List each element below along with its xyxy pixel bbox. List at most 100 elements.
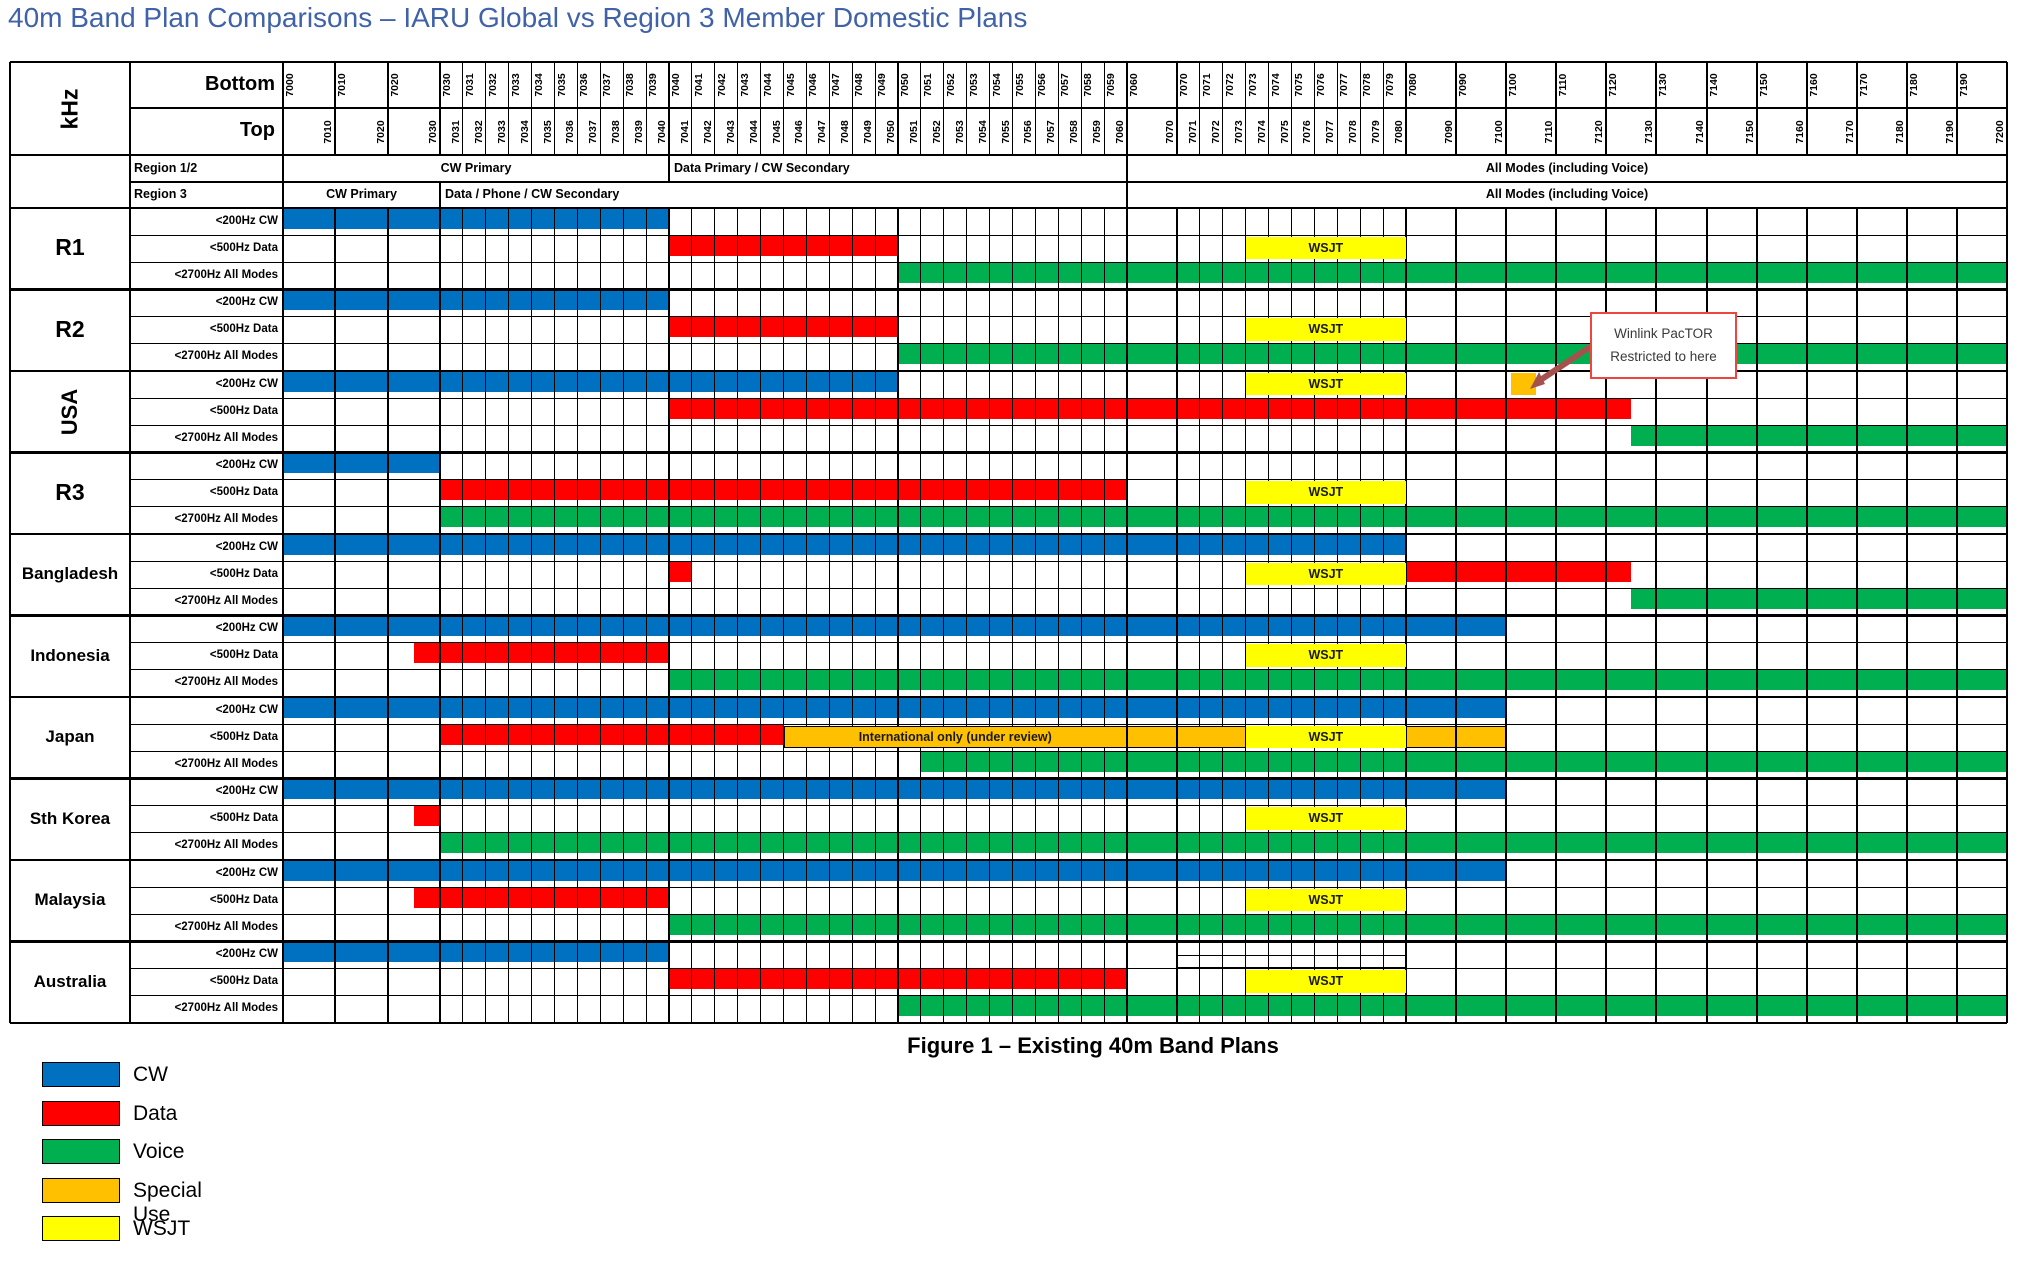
band-bar-cw — [283, 697, 1507, 718]
freq-tick-bottom: 7110 — [1557, 73, 1570, 97]
freq-tick-top: 7033 — [495, 119, 508, 144]
freq-tick-top: 7053 — [953, 119, 966, 144]
row-label: <200Hz CW — [215, 214, 278, 227]
band-bar-voice — [1631, 588, 2007, 609]
group-border — [10, 451, 2007, 454]
row-label: <200Hz CW — [215, 622, 278, 635]
band-bar-label-wsjt: WSJT — [1245, 888, 1406, 912]
page-title: 40m Band Plan Comparisons – IARU Global … — [8, 2, 1028, 33]
freq-tick-top: 7075 — [1278, 119, 1291, 144]
group-border — [10, 532, 2007, 536]
freq-tick-top: 7051 — [907, 119, 920, 144]
region-span: All Modes (including Voice) — [1485, 160, 1649, 175]
group-label-australia: Australia — [33, 971, 107, 991]
row-label: <500Hz Data — [209, 649, 278, 662]
freq-tick-top: 7150 — [1743, 119, 1756, 144]
band-bar-voice — [440, 507, 2007, 528]
header-split — [130, 107, 2007, 109]
freq-tick-bottom: 7140 — [1707, 73, 1720, 97]
group-label-japan: Japan — [45, 727, 95, 747]
band-bar-label-wsjt: WSJT — [1245, 807, 1406, 830]
row-label: <200Hz CW — [215, 540, 278, 553]
band-bar-label-wsjt: WSJT — [1245, 970, 1406, 993]
row-label: <200Hz CW — [215, 296, 278, 309]
freq-tick-bottom: 7053 — [967, 73, 980, 97]
band-bar-special — [1456, 725, 1507, 749]
header-bottom — [10, 154, 2007, 156]
band-bar-data — [413, 887, 669, 908]
freq-tick-top: 7078 — [1347, 119, 1360, 144]
group-border — [10, 1021, 2007, 1025]
region-span: CW Primary — [326, 187, 397, 201]
freq-tick-bottom: 7046 — [807, 73, 820, 97]
band-bar-special — [1177, 725, 1246, 749]
freq-tick-top: 7050 — [885, 119, 897, 144]
band-bar-cw — [283, 453, 440, 473]
freq-tick-top: 7037 — [587, 119, 600, 144]
freq-tick-bottom: 7049 — [876, 73, 889, 97]
freq-tick-bottom: 7180 — [1907, 73, 1920, 97]
freq-tick-bottom: 7048 — [853, 73, 866, 97]
header-bottom-label: Bottom — [205, 72, 275, 95]
group-label-r1: R1 — [55, 234, 85, 261]
row-label: <500Hz Data — [209, 730, 278, 743]
freq-tick-top: 7038 — [610, 119, 623, 144]
freq-tick-top: 7035 — [541, 119, 554, 144]
band-bar-data — [1406, 561, 1632, 582]
freq-tick-top: 7180 — [1893, 119, 1906, 144]
freq-tick-top: 7080 — [1393, 119, 1405, 144]
group-label-malaysia: Malaysia — [34, 890, 106, 910]
row-label: <200Hz CW — [215, 703, 278, 716]
row-label: <2700Hz All Modes — [174, 839, 278, 852]
freq-tick-bottom: 7037 — [601, 73, 614, 97]
band-bar-label-wsjt: WSJT — [1245, 481, 1406, 504]
freq-tick-top: 7190 — [1943, 119, 1956, 144]
annotation-box: Winlink PacTOR Restricted to here — [1590, 312, 1737, 379]
band-bar-voice — [1631, 425, 2007, 446]
group-border — [10, 777, 2007, 780]
freq-tick-bottom: 7071 — [1200, 73, 1213, 97]
freq-tick-bottom: 7072 — [1223, 73, 1236, 97]
band-bar-label-wsjt: WSJT — [1245, 236, 1406, 260]
grid-hline — [130, 587, 2007, 589]
table-border-top — [10, 60, 2007, 64]
band-bar-cw — [283, 371, 898, 392]
freq-tick-bottom: 7039 — [647, 73, 660, 97]
band-bar-data — [440, 724, 784, 745]
band-bar-label-wsjt: WSJT — [1245, 562, 1406, 586]
row-label: <500Hz Data — [209, 893, 278, 906]
freq-tick-bottom: 7074 — [1269, 73, 1282, 97]
freq-tick-top: 7044 — [747, 119, 760, 144]
row-label: <2700Hz All Modes — [174, 757, 278, 770]
freq-tick-top: 7077 — [1324, 119, 1337, 144]
grid-hline — [130, 506, 2007, 508]
row-label: <500Hz Data — [209, 567, 278, 580]
group-border — [10, 940, 2007, 943]
freq-tick-top: 7059 — [1091, 119, 1104, 144]
freq-tick-top: 7048 — [839, 119, 852, 144]
row-label: <500Hz Data — [209, 975, 278, 988]
legend-label-wsjt: WSJT — [133, 1217, 191, 1240]
band-bar-label-wsjt: WSJT — [1245, 318, 1406, 341]
freq-tick-top: 7040 — [656, 119, 668, 144]
freq-tick-bottom: 7057 — [1059, 73, 1072, 97]
region-bottom — [10, 206, 2007, 210]
band-bar-voice — [898, 262, 2007, 283]
region-span: CW Primary — [440, 160, 512, 175]
grid-hline — [130, 642, 2007, 644]
freq-tick-bottom: 7031 — [463, 73, 476, 97]
freq-tick-top: 7140 — [1693, 119, 1706, 144]
band-bar-special — [1511, 372, 1537, 395]
legend-label-voice: Voice — [133, 1140, 185, 1163]
legend-label-cw: CW — [133, 1063, 168, 1086]
row-label: <500Hz Data — [209, 812, 278, 825]
row-label: <2700Hz All Modes — [174, 350, 278, 363]
grid-hline — [130, 669, 2007, 671]
freq-tick-top: 7070 — [1164, 119, 1176, 144]
freq-tick-bottom: 7043 — [738, 73, 751, 97]
freq-tick-bottom: 7077 — [1338, 73, 1351, 97]
freq-tick-bottom: 7070 — [1178, 73, 1190, 97]
freq-tick-bottom: 7160 — [1807, 73, 1820, 97]
freq-tick-bottom: 7090 — [1457, 73, 1470, 97]
freq-tick-bottom: 7050 — [899, 73, 911, 97]
